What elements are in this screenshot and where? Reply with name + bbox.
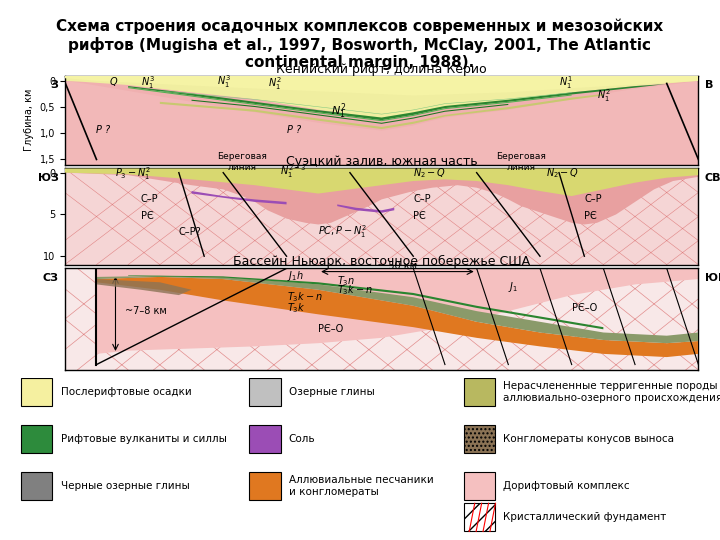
FancyBboxPatch shape: [464, 472, 495, 500]
Text: P ?: P ?: [96, 125, 111, 135]
Text: $P_3-N_1^2$: $P_3-N_1^2$: [115, 165, 152, 182]
Text: $Q$: $Q$: [109, 75, 118, 87]
Polygon shape: [337, 205, 395, 213]
Polygon shape: [96, 276, 698, 343]
Text: $N_1^{2-3}$: $N_1^{2-3}$: [280, 164, 307, 180]
Text: PЄ: PЄ: [585, 211, 597, 221]
Text: $T_3k$: $T_3k$: [287, 301, 305, 315]
Text: Черные озерные глины: Черные озерные глины: [60, 481, 189, 491]
Y-axis label: Глубина, км: Глубина, км: [24, 89, 34, 151]
Polygon shape: [65, 76, 698, 119]
Text: З: З: [50, 80, 58, 90]
Text: Схема строения осадочных комплексов современных и мезозойских
рифтов (Mugisha et: Схема строения осадочных комплексов совр…: [56, 19, 664, 70]
Text: Дорифтовый комплекс: Дорифтовый комплекс: [503, 481, 630, 491]
Polygon shape: [160, 94, 603, 129]
Text: $N_1^2$: $N_1^2$: [268, 76, 282, 92]
Text: Кристаллический фундамент: Кристаллический фундамент: [503, 512, 666, 522]
FancyBboxPatch shape: [22, 425, 53, 453]
Text: $N_1^2$: $N_1^2$: [597, 87, 611, 104]
Text: СЗ: СЗ: [42, 273, 58, 284]
Text: Конгломераты конусов выноса: Конгломераты конусов выноса: [503, 434, 674, 444]
Text: $J_1$: $J_1$: [508, 280, 518, 294]
Polygon shape: [128, 84, 667, 120]
Text: ЮЗ: ЮЗ: [37, 173, 58, 183]
Text: $PC,P-N_1^2$: $PC,P-N_1^2$: [318, 224, 367, 240]
Polygon shape: [128, 87, 572, 121]
Text: Нерасчлененные терригенные породы
аллювиально-озерного происхождения: Нерасчлененные терригенные породы аллюви…: [503, 381, 720, 403]
Polygon shape: [65, 168, 698, 196]
FancyBboxPatch shape: [249, 378, 281, 406]
Text: P ?: P ?: [287, 125, 301, 135]
Text: PЄ–O: PЄ–O: [318, 325, 343, 334]
Text: C–P: C–P: [413, 194, 431, 204]
Text: $T_3k-n$: $T_3k-n$: [287, 291, 323, 304]
Text: ~ 50 км: ~ 50 км: [377, 261, 418, 272]
Text: PЄ: PЄ: [141, 211, 153, 221]
Polygon shape: [192, 191, 287, 205]
Text: C–P: C–P: [585, 194, 602, 204]
Text: Береговая
линия: Береговая линия: [217, 152, 267, 172]
Polygon shape: [192, 100, 508, 124]
Polygon shape: [65, 76, 698, 96]
Polygon shape: [65, 76, 698, 165]
Text: PЄ: PЄ: [413, 211, 426, 221]
Text: ~7–8 км: ~7–8 км: [125, 306, 167, 316]
Text: $N_2-Q$: $N_2-Q$: [546, 166, 580, 180]
Polygon shape: [96, 277, 698, 357]
Text: $N_1^2$: $N_1^2$: [331, 102, 346, 122]
FancyBboxPatch shape: [464, 425, 495, 453]
Text: $J_1h$: $J_1h$: [287, 269, 303, 283]
Text: $N_1^1$: $N_1^1$: [559, 75, 572, 91]
Text: Послерифтовые осадки: Послерифтовые осадки: [60, 387, 192, 397]
Text: C–P: C–P: [141, 194, 158, 204]
Polygon shape: [65, 168, 698, 225]
Text: $T_3n$: $T_3n$: [337, 274, 356, 288]
Text: Соль: Соль: [289, 434, 315, 444]
FancyBboxPatch shape: [249, 472, 281, 500]
Text: Рифтовые вулканиты и силлы: Рифтовые вулканиты и силлы: [60, 434, 227, 444]
Text: Озерные глины: Озерные глины: [289, 387, 374, 397]
Polygon shape: [96, 279, 192, 295]
Polygon shape: [65, 268, 698, 370]
Polygon shape: [65, 81, 698, 165]
Text: $T_3k-n$: $T_3k-n$: [337, 283, 373, 297]
FancyBboxPatch shape: [249, 425, 281, 453]
Text: СВ: СВ: [705, 173, 720, 183]
FancyBboxPatch shape: [22, 378, 53, 406]
Text: $N_1^3$: $N_1^3$: [217, 73, 230, 90]
Text: В: В: [705, 80, 713, 90]
Title: Суэцкий залив, южная часть: Суэцкий залив, южная часть: [286, 156, 477, 168]
Title: Кенийский рифт, долина Керио: Кенийский рифт, долина Керио: [276, 63, 487, 76]
FancyBboxPatch shape: [464, 503, 495, 531]
Text: $N_2-Q$: $N_2-Q$: [413, 166, 446, 180]
FancyBboxPatch shape: [464, 378, 495, 406]
Polygon shape: [160, 91, 572, 114]
Text: Аллювиальные песчаники
и конгломераты: Аллювиальные песчаники и конгломераты: [289, 475, 433, 497]
Polygon shape: [96, 268, 698, 354]
Title: Бассейн Ньюарк, восточное побережье США: Бассейн Ньюарк, восточное побережье США: [233, 255, 530, 268]
Polygon shape: [65, 168, 698, 265]
Text: Береговая
линия: Береговая линия: [496, 152, 546, 172]
Text: PЄ–O: PЄ–O: [572, 303, 597, 313]
Text: $N_1^3$: $N_1^3$: [141, 75, 155, 91]
Polygon shape: [128, 275, 603, 329]
Text: ЮВ: ЮВ: [705, 273, 720, 284]
FancyBboxPatch shape: [22, 472, 53, 500]
Text: C–P?: C–P?: [179, 227, 202, 238]
